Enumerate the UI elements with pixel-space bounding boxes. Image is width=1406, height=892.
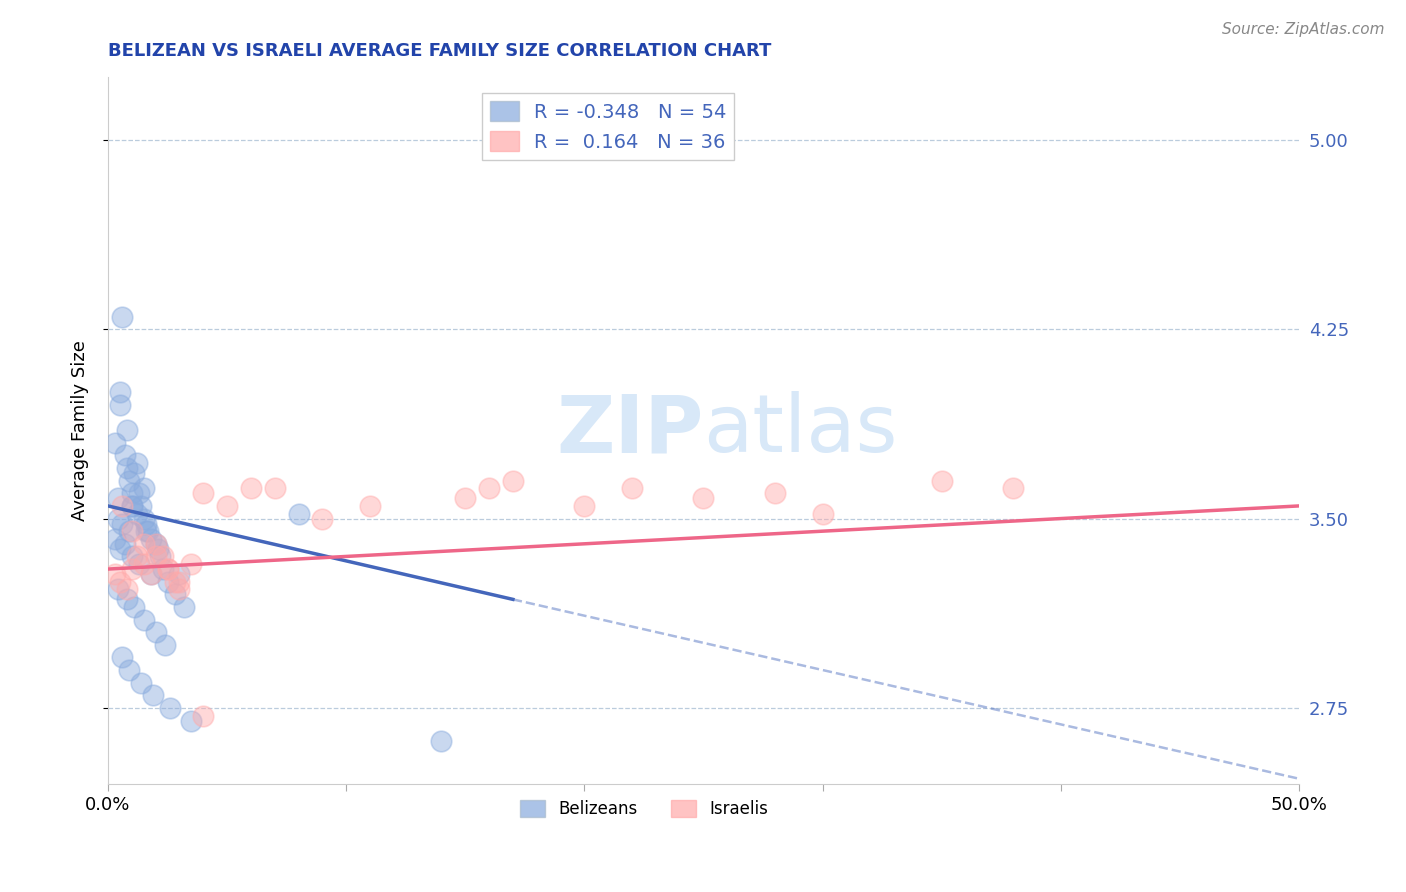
Point	[180, 714, 202, 728]
Point	[132, 537, 155, 551]
Point	[574, 499, 596, 513]
Point	[1002, 481, 1025, 495]
Point	[115, 582, 138, 597]
Point	[145, 537, 167, 551]
Point	[156, 574, 179, 589]
Point	[692, 491, 714, 506]
Point	[118, 524, 141, 538]
Point	[146, 541, 169, 556]
Point	[263, 481, 285, 495]
Point	[121, 524, 143, 538]
Point	[114, 537, 136, 551]
Point	[111, 650, 134, 665]
Point	[121, 549, 143, 564]
Point	[108, 385, 131, 400]
Point	[193, 486, 215, 500]
Point	[287, 507, 309, 521]
Point	[104, 532, 127, 546]
Y-axis label: Average Family Size: Average Family Size	[72, 340, 89, 521]
Point	[104, 567, 127, 582]
Point	[115, 423, 138, 437]
Point	[169, 582, 191, 597]
Point	[131, 675, 153, 690]
Point	[811, 507, 834, 521]
Point	[131, 499, 153, 513]
Point	[156, 562, 179, 576]
Point	[139, 532, 162, 546]
Point	[502, 474, 524, 488]
Point	[122, 599, 145, 614]
Point	[159, 701, 181, 715]
Point	[139, 567, 162, 582]
Point	[931, 474, 953, 488]
Point	[104, 435, 127, 450]
Point	[454, 491, 477, 506]
Point	[620, 481, 643, 495]
Point	[169, 574, 191, 589]
Point	[142, 689, 165, 703]
Point	[125, 456, 148, 470]
Point	[122, 466, 145, 480]
Point	[145, 537, 167, 551]
Point	[311, 511, 333, 525]
Point	[145, 549, 167, 564]
Point	[111, 499, 134, 513]
Point	[108, 541, 131, 556]
Point	[118, 474, 141, 488]
Point	[111, 516, 134, 531]
Point	[108, 574, 131, 589]
Point	[153, 638, 176, 652]
Point	[108, 398, 131, 412]
Point	[132, 613, 155, 627]
Point	[114, 449, 136, 463]
Point	[163, 587, 186, 601]
Point	[217, 499, 239, 513]
Point	[163, 574, 186, 589]
Point	[107, 582, 129, 597]
Text: ZIP: ZIP	[557, 392, 703, 469]
Point	[149, 549, 172, 564]
Legend: Belizeans, Israelis: Belizeans, Israelis	[513, 793, 775, 825]
Point	[359, 499, 381, 513]
Text: Source: ZipAtlas.com: Source: ZipAtlas.com	[1222, 22, 1385, 37]
Point	[763, 486, 786, 500]
Point	[118, 663, 141, 677]
Point	[125, 549, 148, 564]
Point	[132, 481, 155, 495]
Text: atlas: atlas	[703, 392, 898, 469]
Point	[152, 562, 174, 576]
Point	[478, 481, 501, 495]
Point	[121, 499, 143, 513]
Point	[107, 511, 129, 525]
Point	[128, 557, 150, 571]
Point	[132, 557, 155, 571]
Point	[180, 557, 202, 571]
Point	[138, 524, 160, 538]
Point	[152, 549, 174, 564]
Point	[139, 567, 162, 582]
Point	[135, 524, 157, 538]
Point	[430, 733, 453, 747]
Point	[156, 562, 179, 576]
Point	[111, 310, 134, 324]
Point	[121, 486, 143, 500]
Point	[145, 625, 167, 640]
Point	[135, 516, 157, 531]
Point	[169, 567, 191, 582]
Point	[115, 461, 138, 475]
Point	[121, 499, 143, 513]
Point	[121, 562, 143, 576]
Point	[239, 481, 262, 495]
Point	[128, 486, 150, 500]
Text: BELIZEAN VS ISRAELI AVERAGE FAMILY SIZE CORRELATION CHART: BELIZEAN VS ISRAELI AVERAGE FAMILY SIZE …	[108, 42, 772, 60]
Point	[125, 507, 148, 521]
Point	[173, 599, 195, 614]
Point	[132, 511, 155, 525]
Point	[115, 592, 138, 607]
Point	[193, 708, 215, 723]
Point	[107, 491, 129, 506]
